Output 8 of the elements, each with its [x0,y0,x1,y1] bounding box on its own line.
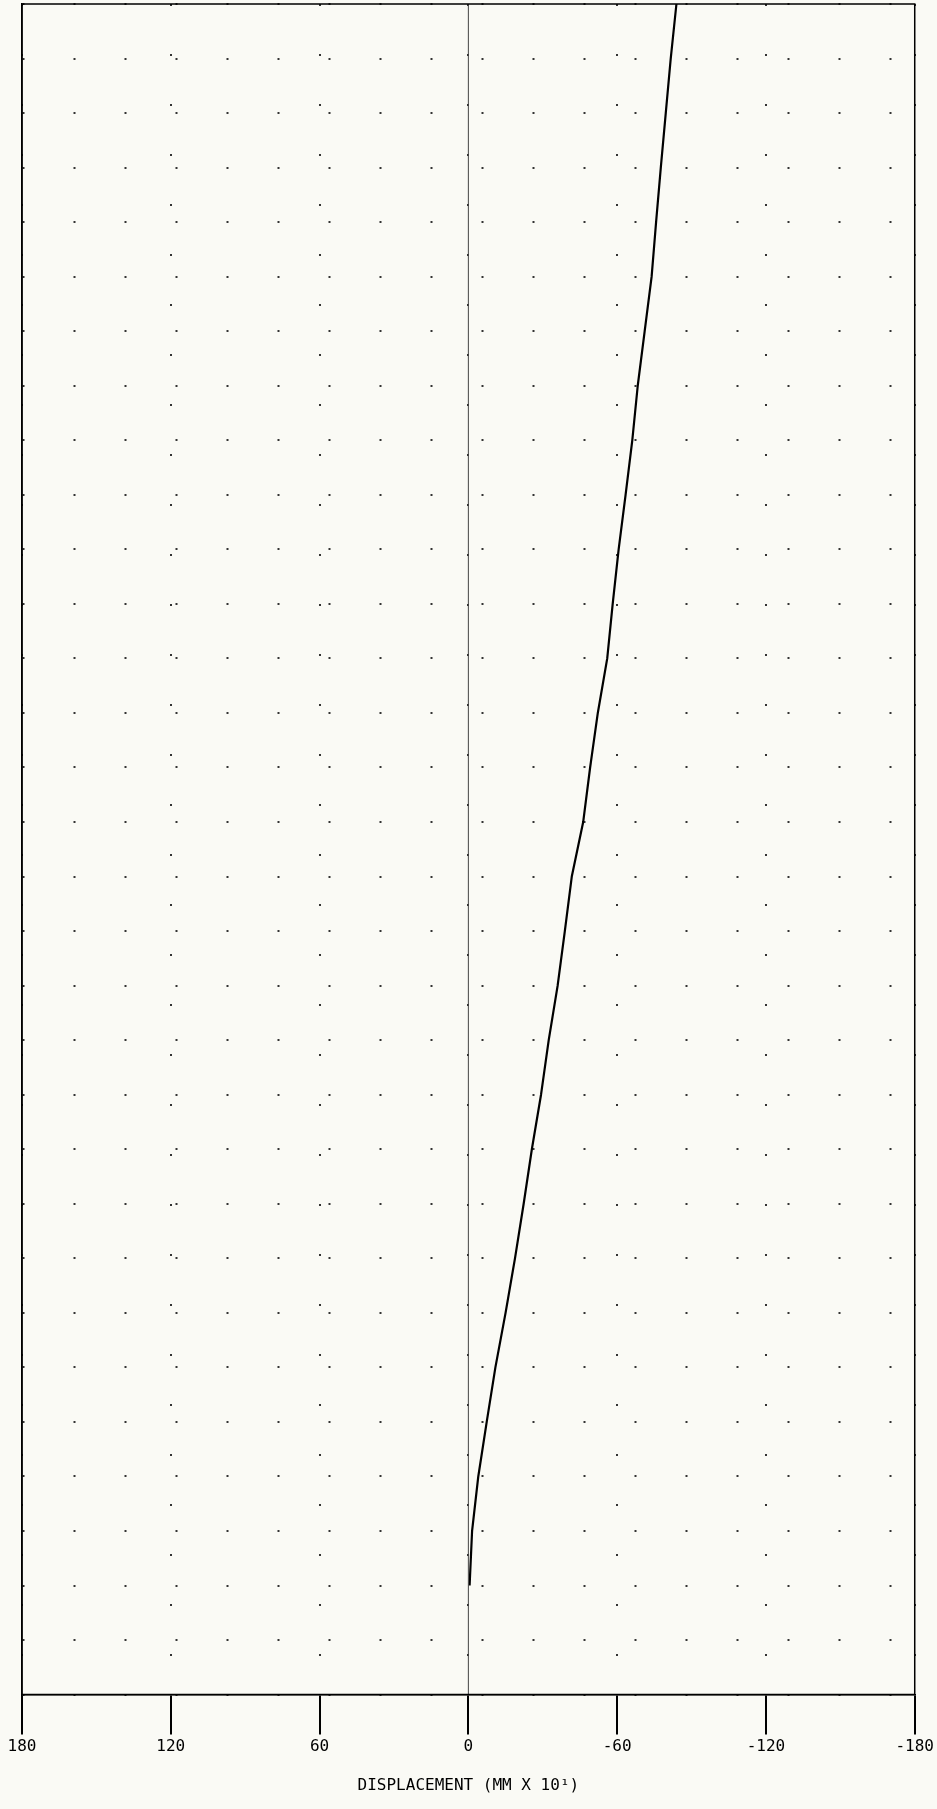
x-tick-label: 60 [309,1736,330,1756]
x-axis-title: DISPLACEMENT (MM X 10¹) [357,1774,580,1794]
x-tick-label: 180 [7,1736,37,1756]
x-tick-label: -60 [602,1736,632,1756]
x-tick-label: 120 [156,1736,186,1756]
x-tick-label: -180 [895,1736,934,1756]
x-tick-label: 0 [463,1736,474,1756]
x-tick-label: -120 [746,1736,786,1756]
